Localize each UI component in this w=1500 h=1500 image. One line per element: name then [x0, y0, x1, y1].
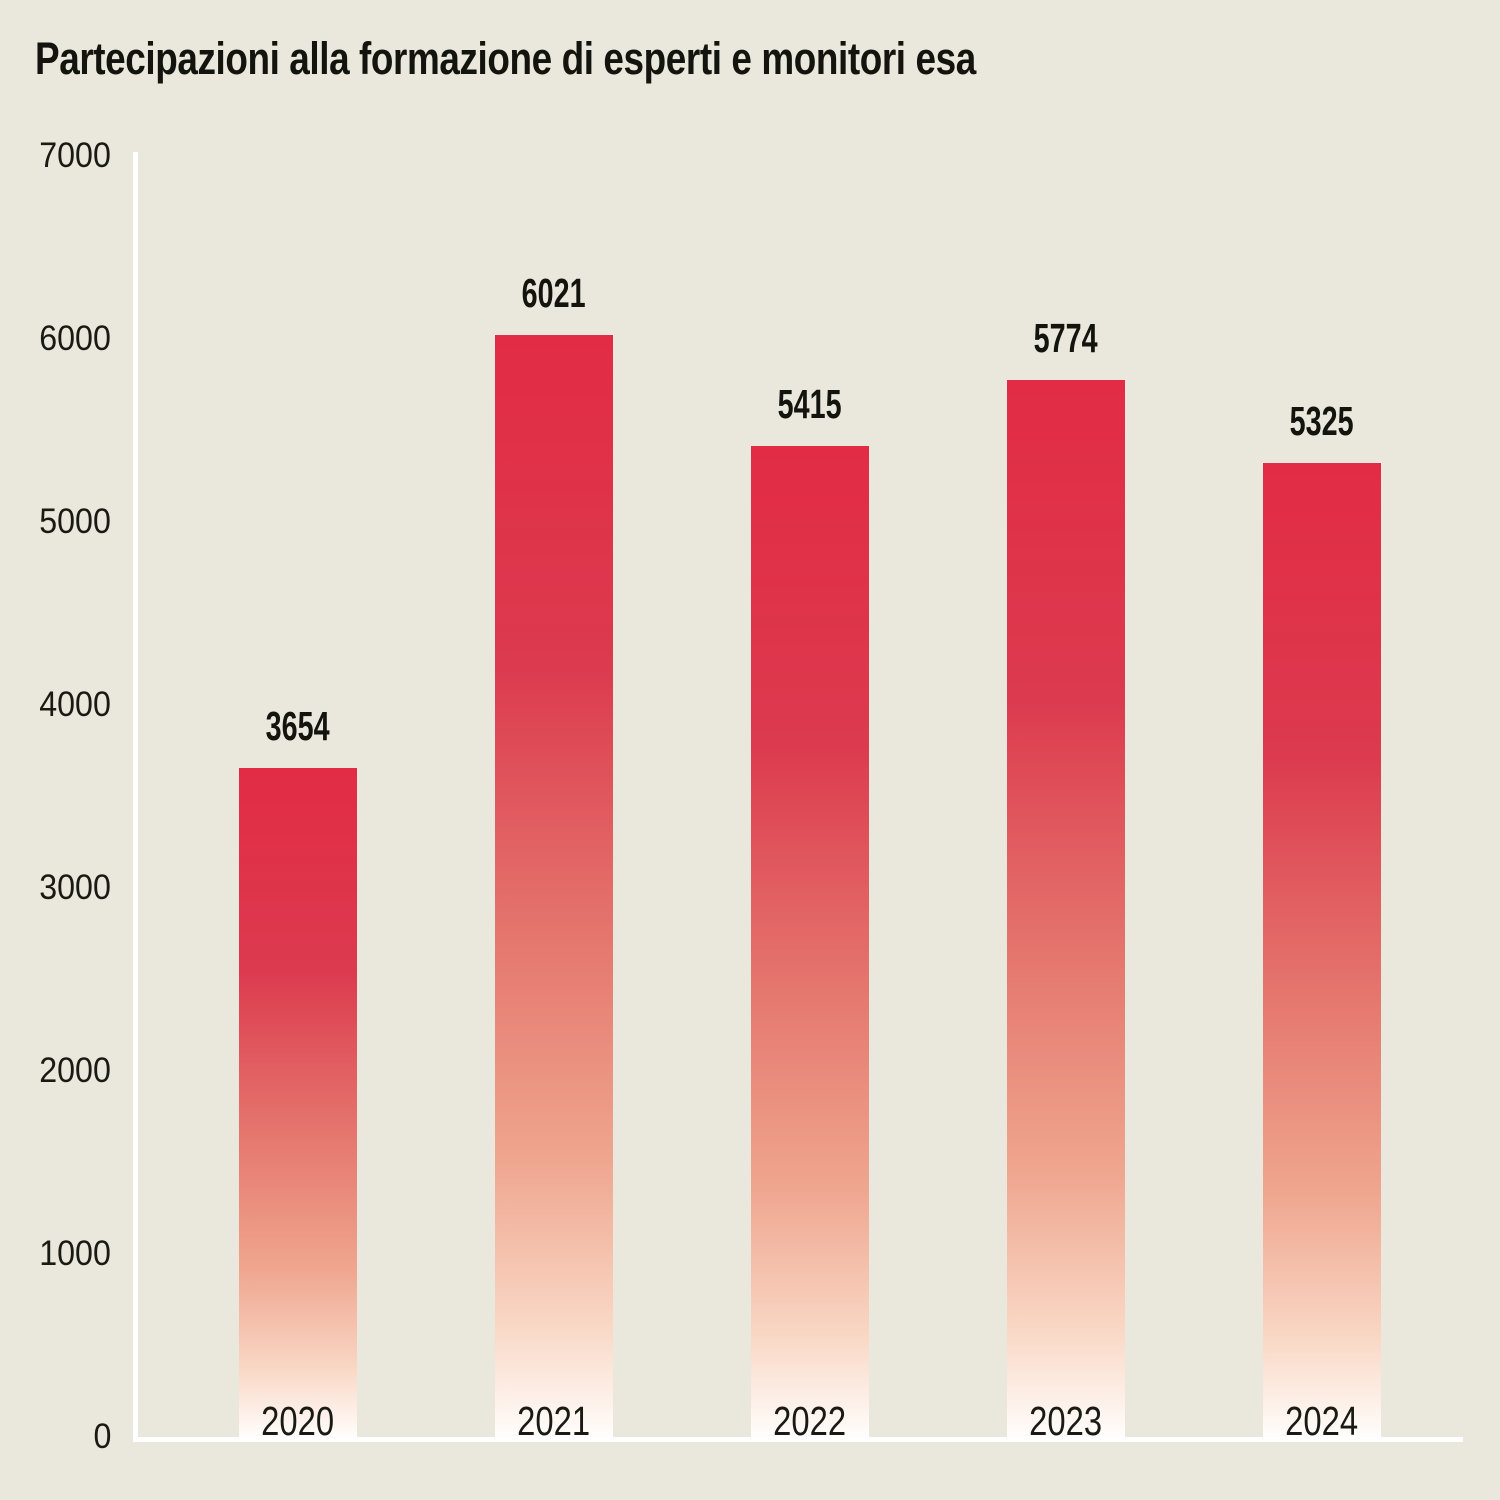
bar [751, 446, 869, 1437]
bar [239, 768, 357, 1437]
x-tick-label: 2021 [517, 1398, 591, 1444]
y-tick-label: 1000 [39, 1234, 111, 1273]
bar [1263, 463, 1381, 1437]
y-tick-label: 0 [93, 1417, 111, 1456]
chart-title: Partecipazioni alla formazione di espert… [35, 33, 976, 84]
y-tick-label: 5000 [39, 502, 111, 541]
y-tick-label: 4000 [39, 685, 111, 724]
y-tick-label: 3000 [39, 868, 111, 907]
bar-value-label: 3654 [266, 703, 330, 749]
bar-value-label: 5325 [1290, 398, 1354, 444]
x-tick-label: 2023 [1029, 1398, 1103, 1444]
x-tick-label: 2024 [1285, 1398, 1359, 1444]
y-tick-label: 7000 [39, 136, 111, 175]
bar-value-label: 5774 [1034, 315, 1098, 361]
bar [1007, 380, 1125, 1437]
x-tick-label: 2022 [773, 1398, 847, 1444]
bar-value-label: 6021 [522, 270, 586, 316]
y-axis-line [133, 152, 138, 1442]
x-axis-line [133, 1437, 1463, 1442]
x-tick-label: 2020 [261, 1398, 335, 1444]
y-tick-label: 6000 [39, 319, 111, 358]
bar-value-label: 5415 [778, 381, 842, 427]
bar [495, 335, 613, 1437]
y-tick-label: 2000 [39, 1051, 111, 1090]
